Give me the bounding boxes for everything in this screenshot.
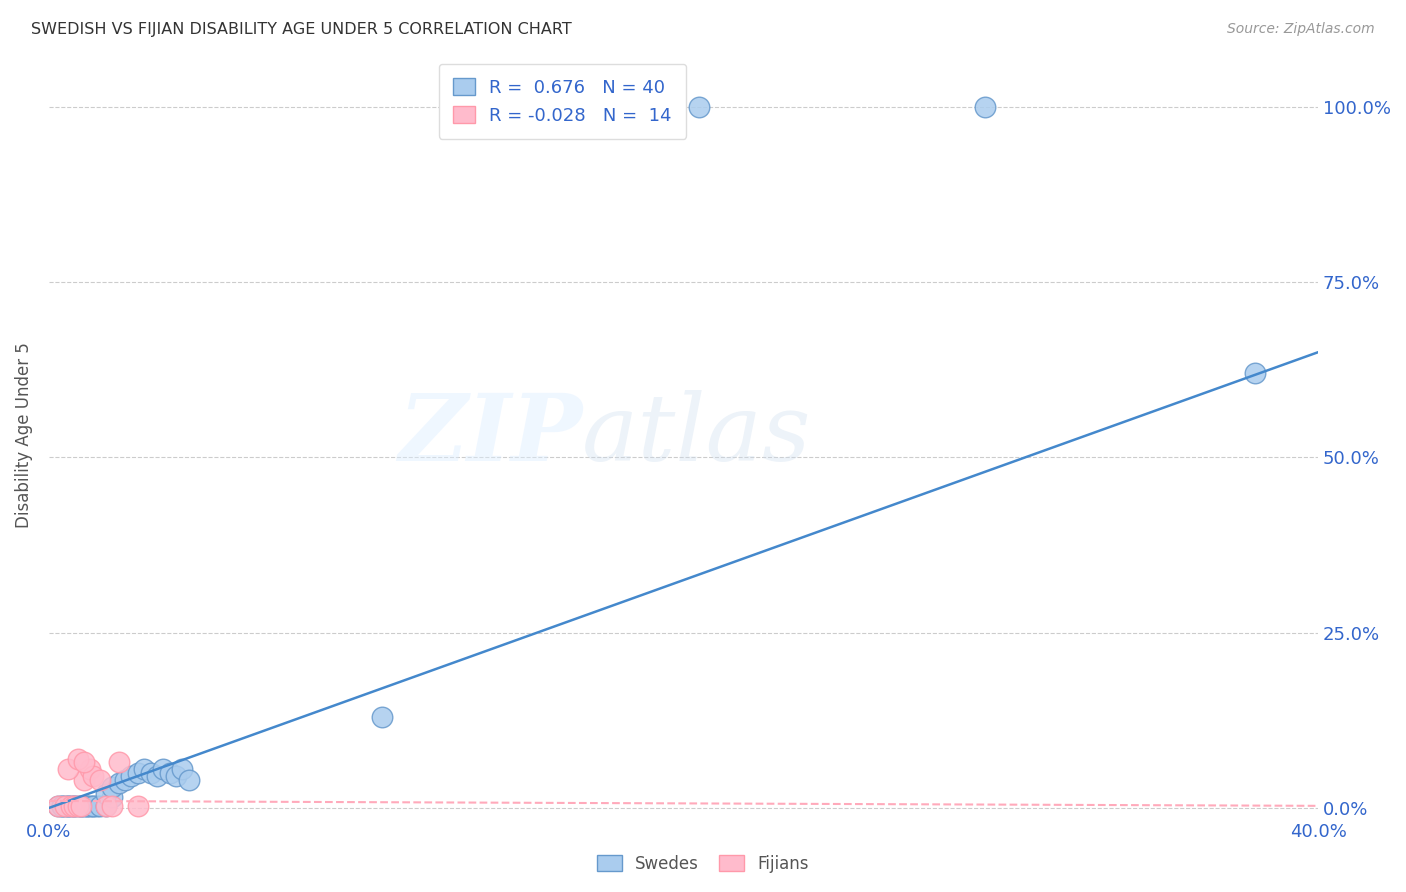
Point: [66, 798, 89, 813]
Point: [73, 756, 96, 770]
Point: [79, 798, 101, 813]
Point: [53, 798, 76, 813]
Point: [134, 763, 156, 777]
Point: [82, 769, 104, 783]
Point: [51, 798, 73, 813]
Point: [974, 100, 997, 114]
Point: [94, 798, 117, 813]
Text: SWEDISH VS FIJIAN DISABILITY AGE UNDER 5 CORRELATION CHART: SWEDISH VS FIJIAN DISABILITY AGE UNDER 5…: [31, 22, 572, 37]
Point: [76, 798, 98, 813]
Point: [107, 776, 129, 790]
Point: [94, 787, 117, 801]
Point: [89, 772, 111, 787]
Point: [53, 798, 76, 813]
Point: [66, 752, 89, 766]
Point: [48, 798, 70, 813]
Point: [371, 710, 394, 724]
Point: [79, 763, 101, 777]
Point: [56, 798, 79, 813]
Point: [146, 769, 169, 783]
Point: [48, 798, 70, 813]
Point: [56, 763, 79, 777]
Point: [107, 756, 129, 770]
Point: [82, 798, 104, 813]
Point: [165, 769, 187, 783]
Point: [101, 798, 124, 813]
Point: [94, 798, 117, 813]
Point: [60, 798, 83, 813]
Point: [89, 798, 111, 813]
Point: [101, 790, 124, 805]
Point: [73, 798, 96, 813]
Point: [76, 798, 98, 813]
Point: [51, 798, 73, 813]
Point: [66, 798, 89, 813]
Point: [56, 798, 79, 813]
Y-axis label: Disability Age Under 5: Disability Age Under 5: [15, 342, 32, 527]
Point: [69, 798, 91, 813]
Legend: Swedes, Fijians: Swedes, Fijians: [591, 848, 815, 880]
Point: [139, 765, 162, 780]
Point: [63, 798, 86, 813]
Point: [1243, 366, 1265, 380]
Point: [101, 780, 124, 794]
Point: [127, 798, 149, 813]
Point: [121, 769, 143, 783]
Point: [86, 798, 108, 813]
Point: [63, 798, 86, 813]
Point: [177, 772, 200, 787]
Point: [152, 763, 174, 777]
Point: [82, 798, 104, 813]
Point: [60, 798, 83, 813]
Legend: R =  0.676   N = 40, R = -0.028   N =  14: R = 0.676 N = 40, R = -0.028 N = 14: [439, 63, 686, 139]
Text: atlas: atlas: [582, 390, 811, 480]
Text: ZIP: ZIP: [398, 390, 582, 480]
Text: Source: ZipAtlas.com: Source: ZipAtlas.com: [1227, 22, 1375, 37]
Point: [69, 798, 91, 813]
Point: [172, 763, 194, 777]
Point: [127, 765, 149, 780]
Point: [73, 772, 96, 787]
Point: [69, 798, 91, 813]
Point: [63, 798, 86, 813]
Point: [159, 765, 181, 780]
Point: [688, 100, 710, 114]
Point: [114, 772, 136, 787]
